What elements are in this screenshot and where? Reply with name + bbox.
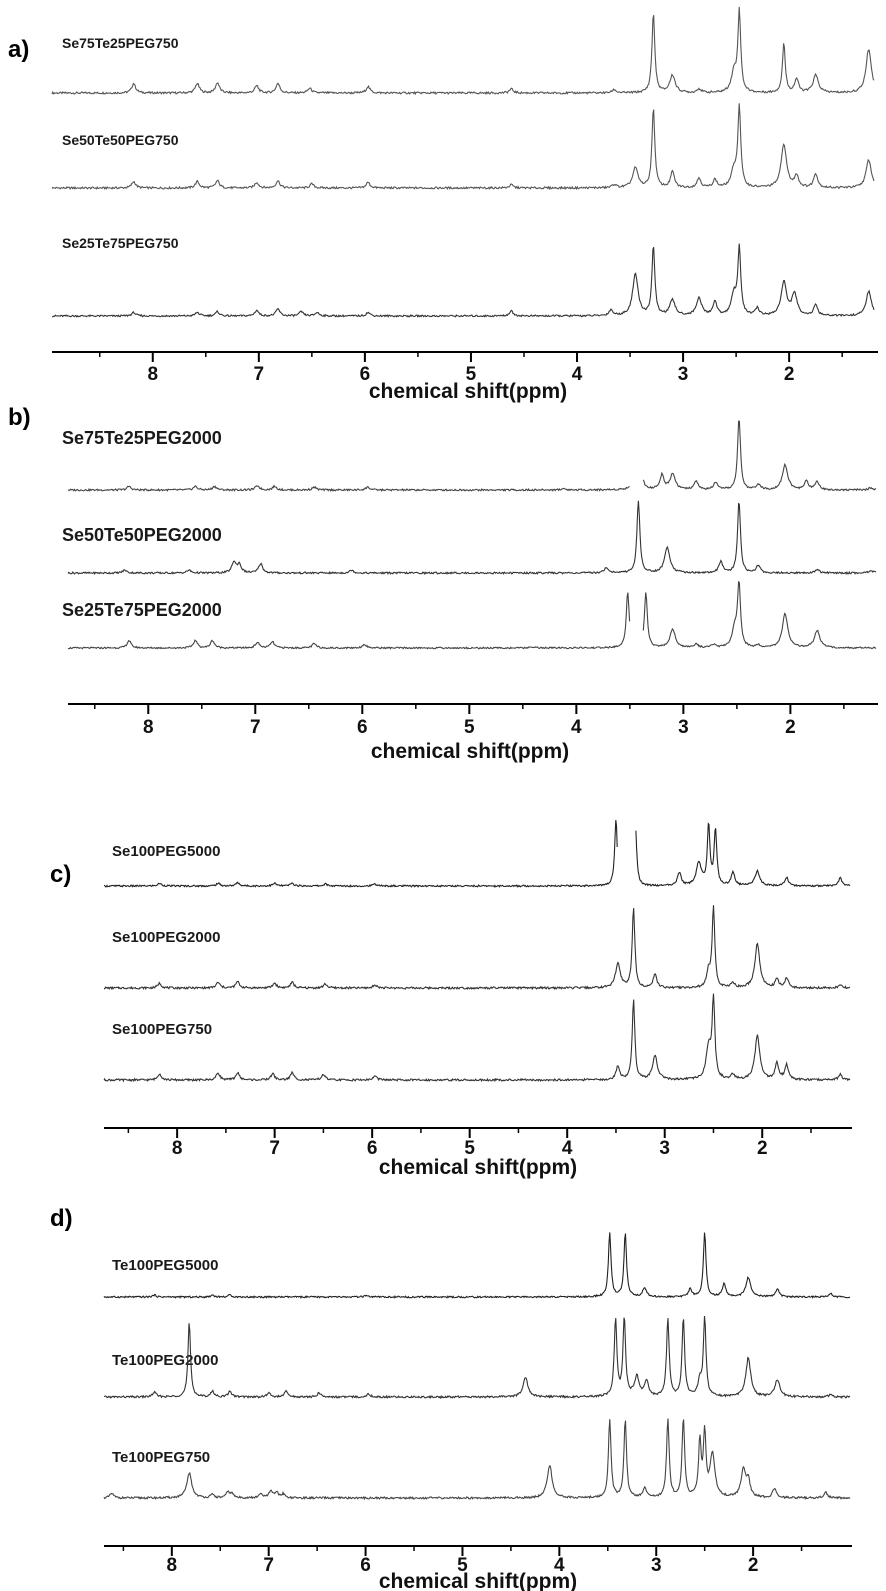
panel-a-letter: a) [8,36,29,63]
trace-label-c-2: Se100PEG750 [112,1021,212,1038]
panel-b-letter: b) [8,404,31,431]
spectrum-trace-a-0 [51,6,875,96]
x-tick-label-a-4: 4 [572,364,583,385]
x-tick-label-c-1: 7 [269,1138,280,1159]
x-tick-label-a-0: 8 [147,364,158,385]
ticks-d: 8 7 6 5 4 3 2 [122,1546,803,1576]
panel-b: b) Se75Te25PEG2000 Se50Te50PEG2000 Se25T… [8,404,878,763]
x-tick-label-b-0: 8 [143,717,154,738]
x-tick-label-c-4: 4 [562,1138,573,1159]
x-axis-title-d: chemical shift(ppm) [379,1570,577,1591]
x-tick-label-d-3: 5 [457,1555,468,1576]
ticks-b: 8 7 6 5 4 3 2 [94,704,845,738]
trace-label-d-0: Te100PEG5000 [112,1257,218,1274]
x-tick-label-a-6: 2 [784,364,795,385]
x-tick-label-d-4: 4 [554,1555,565,1576]
x-tick-label-a-3: 5 [466,364,477,385]
x-tick-label-d-1: 7 [263,1555,274,1576]
trace-label-c-1: Se100PEG2000 [112,929,220,946]
x-tick-label-c-0: 8 [172,1138,183,1159]
trace-label-b-2: Se25Te75PEG2000 [62,600,222,620]
trace-label-d-2: Te100PEG750 [112,1449,210,1466]
traces-d [103,1232,851,1501]
x-tick-label-c-6: 2 [757,1138,768,1159]
panel-d: d) Te100PEG5000 Te100PEG2000 Te100PEG750… [50,1205,852,1591]
panel-d-letter: d) [50,1205,73,1232]
panel-c: c) Se100PEG5000 Se100PEG2000 Se100PEG750… [50,820,852,1179]
spectrum-trace-b-0 [67,420,877,492]
spectrum-trace-d-2 [103,1418,851,1501]
x-tick-label-d-2: 6 [360,1555,371,1576]
spectrum-trace-c-2 [103,993,851,1083]
spectrum-trace-a-2 [51,243,875,318]
x-axis-title-a: chemical shift(ppm) [369,380,567,403]
spectrum-trace-a-1 [51,103,875,191]
traces-a [51,6,875,318]
panel-c-letter: c) [50,861,71,888]
ticks-a: 8 7 6 5 4 3 2 [98,352,843,385]
spectrum-trace-b-2 [67,581,877,650]
spectrum-trace-d-0 [103,1232,851,1299]
trace-label-b-1: Se50Te50PEG2000 [62,525,222,545]
x-tick-label-d-0: 8 [167,1555,178,1576]
x-tick-label-b-1: 7 [250,717,261,738]
spectrum-trace-d-1 [103,1315,851,1400]
trace-label-d-1: Te100PEG2000 [112,1352,218,1369]
x-tick-label-c-2: 6 [367,1138,378,1159]
x-tick-label-b-6: 2 [785,717,796,738]
x-tick-label-a-2: 6 [360,364,371,385]
traces-c [103,820,851,1083]
trace-label-b-0: Se75Te25PEG2000 [62,428,222,448]
x-axis-title-c: chemical shift(ppm) [379,1156,577,1179]
x-tick-label-d-6: 2 [748,1555,759,1576]
traces-b [67,420,877,650]
panel-a: a) Se75Te25PEG750 Se50Te50PEG750 Se25Te7… [8,6,878,403]
x-tick-label-d-5: 3 [651,1555,662,1576]
x-tick-label-b-5: 3 [678,717,689,738]
x-tick-label-b-4: 4 [571,717,582,738]
ticks-c: 8 7 6 5 4 3 2 [127,1128,812,1159]
trace-label-a-2: Se25Te75PEG750 [62,235,179,251]
x-tick-label-c-3: 5 [464,1138,475,1159]
trace-label-a-0: Se75Te25PEG750 [62,35,179,51]
x-tick-label-b-3: 5 [464,717,475,738]
spectrum-trace-c-0 [103,820,851,888]
trace-label-a-1: Se50Te50PEG750 [62,132,179,148]
trace-label-c-0: Se100PEG5000 [112,843,220,860]
spectrum-trace-b-1 [67,500,876,576]
x-tick-label-a-1: 7 [254,364,265,385]
x-tick-label-b-2: 6 [357,717,368,738]
x-tick-label-c-5: 3 [659,1138,670,1159]
x-axis-title-b: chemical shift(ppm) [371,740,569,763]
x-tick-label-a-5: 3 [678,364,689,385]
spectrum-trace-c-1 [103,905,851,991]
